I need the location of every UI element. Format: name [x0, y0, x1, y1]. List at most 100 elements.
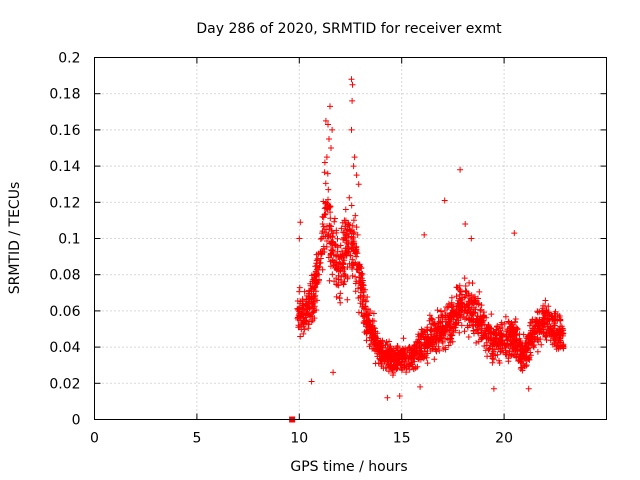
data-point	[442, 312, 449, 319]
data-point	[509, 345, 516, 351]
data-point	[526, 338, 533, 345]
data-point	[534, 308, 541, 315]
data-point	[409, 357, 415, 364]
data-point	[305, 325, 312, 332]
data-point	[348, 239, 355, 246]
data-point	[386, 345, 393, 352]
data-point	[406, 366, 413, 373]
data-point	[402, 348, 409, 355]
data-point	[317, 255, 324, 262]
data-point	[515, 343, 522, 350]
data-point	[349, 97, 356, 104]
data-point	[433, 328, 440, 335]
data-point	[354, 231, 361, 238]
data-point	[525, 385, 532, 392]
data-point	[462, 283, 469, 289]
data-point	[372, 360, 379, 367]
data-point	[353, 224, 360, 231]
data-point	[470, 310, 477, 317]
data-point	[482, 328, 489, 335]
data-point	[512, 318, 518, 325]
data-point	[350, 217, 357, 224]
data-point	[477, 316, 484, 323]
data-point	[327, 223, 334, 230]
data-point	[363, 330, 370, 337]
data-point	[415, 333, 422, 340]
data-point	[490, 356, 497, 363]
data-point	[500, 349, 506, 356]
data-point	[502, 313, 509, 320]
data-point	[456, 329, 463, 336]
data-point	[475, 330, 482, 337]
data-point	[397, 347, 403, 353]
data-point	[466, 306, 473, 313]
data-point	[369, 329, 376, 336]
data-point	[330, 246, 337, 253]
data-point	[518, 351, 525, 358]
data-point	[296, 284, 303, 291]
data-point	[319, 230, 325, 237]
y-tick-label: 0.08	[49, 268, 80, 284]
data-point	[412, 365, 419, 371]
data-point	[351, 154, 358, 161]
data-point	[321, 169, 328, 176]
data-point	[490, 385, 497, 392]
data-point	[324, 170, 331, 177]
data-point	[310, 278, 316, 285]
data-point	[517, 366, 524, 372]
data-point	[492, 352, 499, 359]
data-point	[353, 172, 360, 179]
data-point	[328, 145, 334, 151]
data-point	[341, 278, 348, 285]
data-point	[477, 307, 484, 314]
y-axis-label: SRMTID / TECUs	[7, 182, 23, 295]
data-point	[322, 233, 329, 240]
data-point	[352, 250, 359, 257]
data-point	[327, 203, 334, 210]
data-point	[552, 333, 559, 339]
y-tick-label: 0.1	[58, 232, 80, 248]
data-point	[371, 335, 377, 342]
x-tick-label: 5	[192, 431, 201, 447]
data-point	[427, 327, 434, 334]
y-tick-label: 0.2	[58, 51, 80, 67]
data-point	[476, 317, 483, 324]
data-point	[520, 331, 527, 338]
data-point	[301, 326, 308, 333]
data-point	[305, 287, 312, 294]
data-point	[557, 332, 564, 339]
data-point	[419, 331, 426, 338]
data-point	[338, 225, 345, 232]
data-point	[548, 332, 555, 339]
data-point	[302, 314, 309, 321]
data-point	[352, 212, 359, 219]
data-point	[525, 335, 532, 342]
data-point	[311, 303, 318, 310]
data-point	[428, 338, 434, 345]
data-point	[393, 366, 400, 373]
data-point	[443, 318, 450, 325]
data-point	[387, 358, 394, 365]
data-point	[506, 319, 513, 326]
data-point	[323, 154, 330, 161]
data-point	[418, 345, 425, 352]
data-point	[516, 357, 523, 364]
y-tick-label: 0.16	[49, 123, 80, 139]
data-point	[361, 294, 367, 301]
data-point	[397, 361, 404, 368]
data-point	[450, 314, 457, 320]
data-point	[543, 337, 550, 343]
data-point	[368, 335, 375, 341]
data-point	[465, 290, 472, 297]
data-point	[334, 235, 341, 242]
data-point	[558, 339, 564, 346]
y-tick-label: 0.04	[49, 340, 80, 356]
data-point	[348, 233, 355, 240]
data-point	[479, 332, 486, 339]
data-point	[338, 273, 345, 280]
data-point	[484, 353, 491, 360]
x-tick-label: 20	[495, 431, 513, 447]
data-point	[299, 311, 306, 318]
data-point	[383, 339, 390, 346]
